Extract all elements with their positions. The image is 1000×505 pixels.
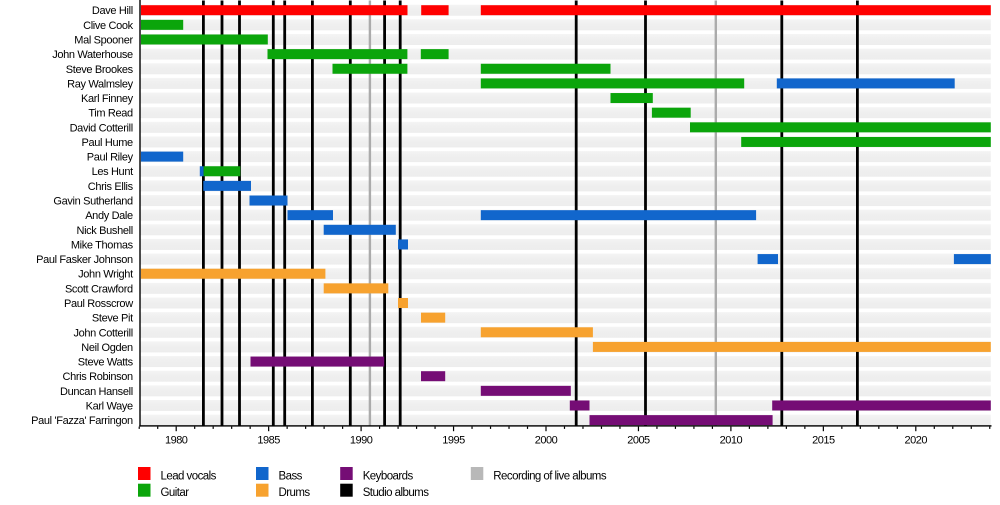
- svg-text:Paul 'Fazza' Farringon: Paul 'Fazza' Farringon: [31, 415, 133, 427]
- svg-text:Mike Thomas: Mike Thomas: [71, 239, 134, 251]
- svg-text:Ray Walmsley: Ray Walmsley: [67, 78, 134, 90]
- svg-text:Drums: Drums: [279, 487, 311, 499]
- svg-text:Steve Watts: Steve Watts: [78, 357, 134, 369]
- svg-text:Lead vocals: Lead vocals: [161, 470, 217, 482]
- svg-text:Steve Pit: Steve Pit: [92, 313, 133, 325]
- svg-text:Nick Bushell: Nick Bushell: [76, 225, 132, 237]
- svg-text:Tim Read: Tim Read: [88, 108, 133, 120]
- svg-text:Karl Waye: Karl Waye: [86, 400, 133, 412]
- svg-text:Clive Cook: Clive Cook: [83, 20, 134, 32]
- svg-text:Neil Ogden: Neil Ogden: [81, 342, 133, 354]
- svg-text:Chris Robinson: Chris Robinson: [62, 371, 133, 383]
- svg-text:1995: 1995: [442, 435, 465, 447]
- svg-text:John Wright: John Wright: [78, 269, 133, 281]
- svg-text:Bass: Bass: [279, 470, 303, 482]
- svg-text:Scott Crawford: Scott Crawford: [65, 283, 133, 295]
- svg-text:2000: 2000: [535, 435, 558, 447]
- svg-text:1980: 1980: [165, 435, 188, 447]
- svg-text:1990: 1990: [350, 435, 373, 447]
- svg-text:1985: 1985: [257, 435, 280, 447]
- svg-text:John Cotterill: John Cotterill: [74, 327, 133, 339]
- svg-text:Guitar: Guitar: [161, 487, 190, 499]
- svg-text:2005: 2005: [627, 435, 650, 447]
- svg-text:2010: 2010: [720, 435, 743, 447]
- svg-text:Les Hunt: Les Hunt: [92, 166, 134, 178]
- svg-text:Recording of live albums: Recording of live albums: [493, 470, 607, 482]
- svg-text:Paul Riley: Paul Riley: [87, 152, 134, 164]
- svg-text:2020: 2020: [905, 435, 928, 447]
- svg-text:Chris Ellis: Chris Ellis: [88, 181, 134, 193]
- svg-text:Dave Hill: Dave Hill: [92, 5, 133, 17]
- svg-text:Andy Dale: Andy Dale: [85, 210, 133, 222]
- svg-text:2015: 2015: [812, 435, 835, 447]
- svg-text:Keyboards: Keyboards: [363, 470, 414, 482]
- svg-text:Steve Brookes: Steve Brookes: [66, 64, 134, 76]
- svg-text:Gavin Sutherland: Gavin Sutherland: [53, 196, 133, 208]
- svg-text:Duncan Hansell: Duncan Hansell: [60, 386, 133, 398]
- svg-text:Studio albums: Studio albums: [363, 487, 430, 499]
- svg-text:David Cotterill: David Cotterill: [70, 122, 133, 134]
- svg-text:Karl Finney: Karl Finney: [81, 93, 134, 105]
- svg-text:Paul Hume: Paul Hume: [82, 137, 133, 149]
- svg-text:John Waterhouse: John Waterhouse: [52, 49, 133, 61]
- svg-text:Mal Spooner: Mal Spooner: [74, 34, 133, 46]
- svg-text:Paul Fasker Johnson: Paul Fasker Johnson: [36, 254, 133, 266]
- svg-text:Paul Rosscrow: Paul Rosscrow: [64, 298, 133, 310]
